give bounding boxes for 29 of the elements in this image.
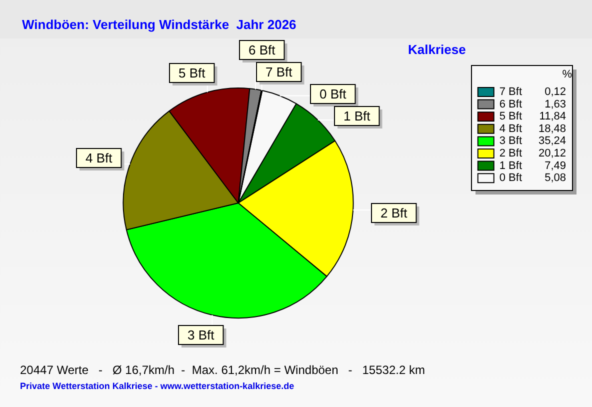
legend-label: 4 Bft xyxy=(499,122,522,135)
data-label: 11,84 xyxy=(539,110,566,123)
slice-label: 0 Bft xyxy=(319,86,347,102)
text: Private Wetterstation Kalkriese - www.wetterstation-kalkriese.de xyxy=(20,381,294,391)
data-label: 5,08 xyxy=(544,172,566,184)
legend-label: 3 Bft xyxy=(499,135,522,148)
slice-label: 6 Bft xyxy=(248,42,276,58)
data-label: 0,12 xyxy=(544,86,566,98)
data-label: 1,63 xyxy=(544,98,566,110)
chart-subtitle: Kalkriese xyxy=(408,42,466,57)
slice-label: 2 Bft xyxy=(380,206,408,221)
text: 20447 Werte - Ø 16,7km/h - Max. 61,2km/h = Windböen - 15532.2 km xyxy=(20,363,425,377)
legend-label: 7 Bft xyxy=(499,86,522,98)
data-label: 18,48 xyxy=(538,122,566,135)
legend-title: % xyxy=(562,68,572,81)
slice-label: 3 Bft xyxy=(187,328,215,343)
slice-label: 1 Bft xyxy=(343,108,371,124)
legend-label: 5 Bft xyxy=(499,110,522,123)
data-label: 7,49 xyxy=(544,160,566,172)
legend-label: 6 Bft xyxy=(499,98,522,110)
legend-label: 2 Bft xyxy=(499,148,522,160)
data-label: 35,24 xyxy=(538,135,566,148)
slice-label: 5 Bft xyxy=(178,66,206,81)
chart-title: Windböen: Verteilung Windstärke Jahr 2026 xyxy=(22,17,296,32)
slice-label: 7 Bft xyxy=(265,64,293,80)
slice-label: 4 Bft xyxy=(85,150,113,166)
legend-label: 1 Bft xyxy=(499,160,522,172)
legend-label: 0 Bft xyxy=(499,172,522,184)
data-label: 20,12 xyxy=(538,148,566,160)
